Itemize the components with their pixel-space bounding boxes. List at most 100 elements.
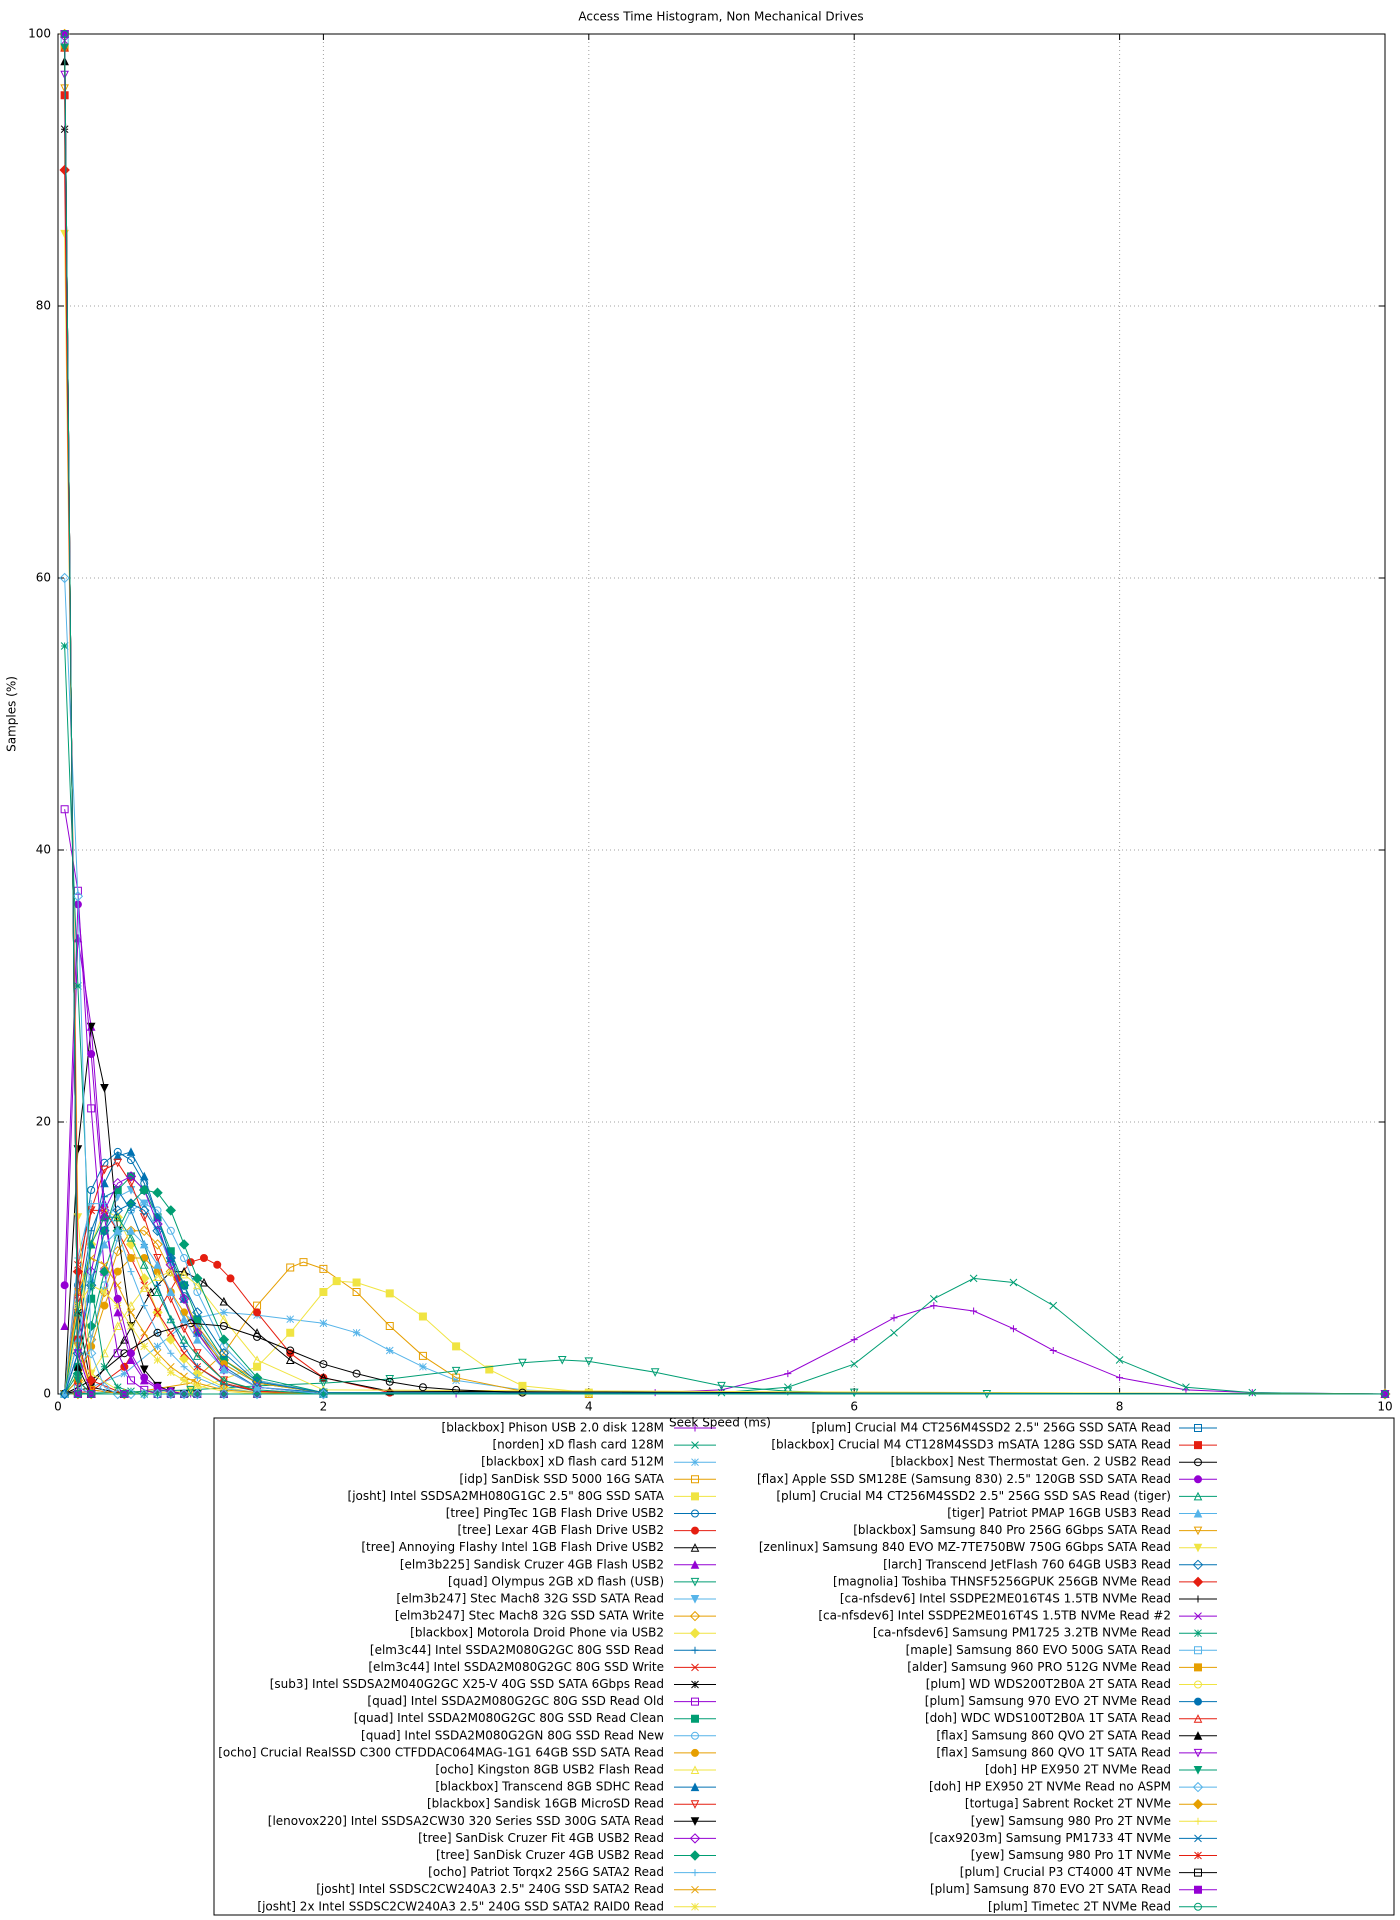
legend-marker [691, 1885, 699, 1894]
data-point [100, 1165, 109, 1175]
legend-marker [691, 1646, 699, 1654]
data-point [139, 1171, 149, 1181]
data-point [518, 1381, 527, 1390]
data-point [140, 1373, 149, 1382]
data-point [352, 1369, 361, 1378]
legend-marker [691, 1869, 699, 1877]
data-point [218, 1334, 230, 1345]
data-point [584, 1357, 594, 1366]
legend-label: [tiger] Patriot PMAP 16GB USB3 Read [947, 1506, 1171, 1520]
legend-marker [1193, 1543, 1203, 1553]
data-point [178, 1353, 190, 1364]
data-point [352, 1278, 361, 1287]
legend-label: [idp] SanDisk SSD 5000 16G SATA [459, 1472, 664, 1486]
data-point [452, 1376, 460, 1385]
legend-marker [689, 1610, 701, 1622]
data-point [178, 1388, 190, 1400]
series-line [64, 1203, 1386, 1395]
data-point [73, 1390, 82, 1398]
data-point [140, 1302, 148, 1310]
x-tick-label: 2 [320, 1400, 328, 1414]
data-point [100, 1158, 109, 1167]
data-point [252, 1328, 262, 1337]
data-point [139, 1205, 150, 1216]
legend-marker [1193, 1714, 1203, 1723]
legend-marker [1194, 1868, 1202, 1877]
data-point [784, 1370, 792, 1378]
data-point [125, 1171, 137, 1182]
legend-label: [doh] WDC WDS100T2B0A 1T SATA Read [925, 1711, 1171, 1725]
legend-label: [ocho] Patriot Torqx2 256G SATA2 Read [428, 1865, 664, 1879]
data-point [485, 1365, 494, 1374]
data-point [113, 1147, 122, 1156]
y-tick-label: 40 [36, 843, 51, 857]
data-point [180, 1349, 188, 1358]
legend-label: [plum] WD WDS200T2B0A 2T SATA Read [926, 1677, 1171, 1691]
data-point [127, 1387, 135, 1396]
legend-label: [ca-nfsdev6] Samsung PM1725 3.2TB NVMe R… [873, 1626, 1171, 1640]
data-point [139, 1239, 149, 1249]
legend-label: [lenovox220] Intel SSDSA2CW30 320 Series… [268, 1814, 664, 1828]
legend-label: [quad] Intel SSDA2M080G2GC 80G SSD Read … [367, 1694, 664, 1708]
data-point [153, 1308, 162, 1317]
data-point [193, 1374, 201, 1382]
data-point [518, 1358, 527, 1368]
data-point [193, 1288, 202, 1296]
legend-marker [690, 1800, 700, 1809]
x-tick-label: 6 [850, 1400, 858, 1414]
data-point [218, 1388, 230, 1400]
legend-label: [elm3b247] Stec Mach8 32G SSD SATA Read [396, 1592, 664, 1606]
data-point [319, 1373, 328, 1382]
legend-label: [tree] Annoying Flashy Intel 1GB Flash D… [361, 1540, 664, 1554]
legend-marker [690, 1765, 700, 1774]
legend-label: [plum] Samsung 970 EVO 2T NVMe Read [925, 1694, 1171, 1708]
data-point [120, 1390, 129, 1398]
legend-marker [691, 1458, 699, 1467]
y-tick-label: 60 [36, 571, 51, 585]
data-point [192, 1273, 203, 1284]
data-point [100, 1281, 109, 1290]
data-point [126, 1179, 136, 1188]
data-point [87, 1200, 95, 1208]
data-point [126, 1147, 136, 1156]
y-axis-label: Samples (%) [5, 676, 19, 752]
data-point [452, 1342, 461, 1351]
data-point [1380, 1390, 1390, 1398]
legend-marker [690, 1782, 700, 1792]
legend-label: [tree] Lexar 4GB Flash Drive USB2 [458, 1523, 664, 1537]
data-point [166, 1314, 176, 1324]
data-point [74, 982, 82, 990]
legend-label: [norden] xD flash card 128M [492, 1438, 664, 1452]
data-point [890, 1314, 898, 1322]
data-point [166, 1368, 175, 1377]
data-point [152, 1218, 163, 1230]
legend-marker [689, 1850, 701, 1861]
y-tick-label: 100 [28, 27, 51, 41]
legend-marker [1194, 1851, 1202, 1860]
legend-label: [plum] Crucial P3 CT4000 4T NVMe [960, 1865, 1171, 1879]
legend-marker [1194, 1629, 1202, 1638]
legend-label: [elm3b247] Stec Mach8 32G SSD SATA Write [395, 1609, 664, 1623]
data-point [385, 1322, 394, 1330]
data-point [251, 1376, 263, 1387]
data-point [120, 1369, 129, 1378]
legend-marker [1192, 1559, 1204, 1571]
data-point [385, 1289, 394, 1298]
data-point [969, 1274, 978, 1283]
data-point [286, 1346, 295, 1355]
data-point [1009, 1325, 1017, 1333]
data-point [180, 1363, 188, 1371]
legend-label: [ca-nfsdev6] Intel SSDPE2ME016T4S 1.5TB … [818, 1609, 1171, 1623]
legend-marker [1193, 1491, 1203, 1501]
legend-marker [1194, 1885, 1202, 1894]
data-point [165, 1205, 177, 1216]
legend-label: [yew] Samsung 980 Pro 2T NVMe [971, 1814, 1171, 1828]
data-point [193, 1362, 202, 1371]
legend-marker [1193, 1902, 1203, 1911]
data-point [60, 1281, 69, 1290]
data-point [140, 1328, 149, 1337]
data-point [319, 1264, 328, 1273]
data-point [153, 1342, 162, 1351]
data-point [717, 1381, 726, 1391]
data-point [153, 1349, 162, 1358]
